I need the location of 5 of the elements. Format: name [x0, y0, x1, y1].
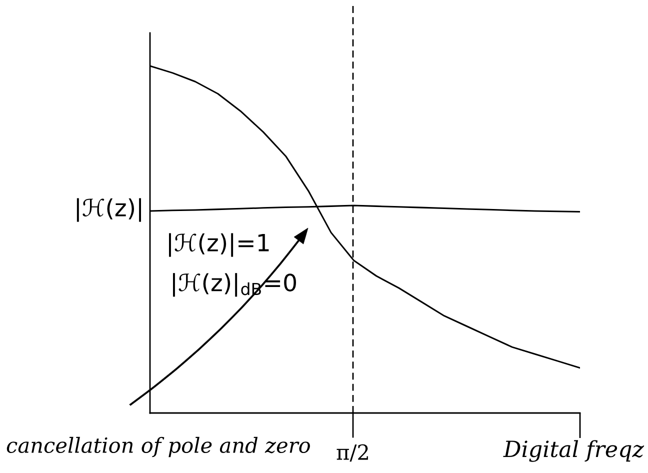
- text: cancellation of pole and zero: [6, 436, 310, 458]
- annotation: |ℋ(z)|=1: [169, 233, 269, 257]
- text: π/2: [336, 444, 368, 462]
- y-axis-title: |ℋ(z)|: [76, 198, 142, 222]
- x-axis-title: Digital freqz: [503, 440, 644, 462]
